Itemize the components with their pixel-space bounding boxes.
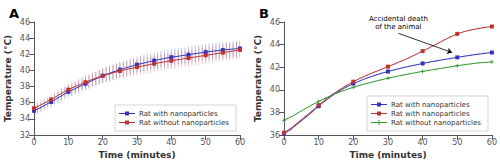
svg-text:0: 0: [281, 138, 286, 147]
svg-text:B: B: [259, 6, 269, 21]
svg-text:46: 46: [20, 18, 30, 27]
svg-text:46: 46: [270, 18, 280, 27]
svg-text:Rat with nanoparticles: Rat with nanoparticles: [139, 110, 218, 118]
svg-text:40: 40: [270, 85, 280, 94]
svg-text:Time (minutes): Time (minutes): [349, 150, 426, 160]
svg-text:30: 30: [383, 138, 393, 147]
svg-text:30: 30: [132, 138, 142, 147]
svg-text:Time (minutes): Time (minutes): [98, 150, 175, 160]
svg-text:38: 38: [20, 82, 30, 91]
svg-text:20: 20: [348, 138, 358, 147]
svg-text:50: 50: [452, 138, 462, 147]
svg-text:Rat with nanoparticles: Rat with nanoparticles: [391, 110, 470, 118]
svg-text:0: 0: [31, 138, 36, 147]
svg-text:A: A: [9, 6, 19, 21]
svg-text:10: 10: [314, 138, 324, 147]
svg-text:34: 34: [20, 114, 30, 123]
svg-text:40: 40: [418, 138, 428, 147]
svg-text:32: 32: [20, 131, 30, 140]
svg-text:Rat without nanoparticles: Rat without nanoparticles: [391, 119, 481, 127]
svg-text:Temperature (°C): Temperature (°C): [3, 35, 13, 122]
svg-text:36: 36: [20, 98, 30, 107]
svg-text:Rat with nanoparticles: Rat with nanoparticles: [391, 101, 470, 109]
svg-text:Rat without nanoparticles: Rat without nanoparticles: [139, 119, 229, 127]
svg-text:60: 60: [487, 138, 497, 147]
svg-text:60: 60: [235, 138, 245, 147]
svg-text:44: 44: [270, 40, 280, 49]
svg-text:42: 42: [270, 63, 280, 72]
svg-text:42: 42: [20, 50, 30, 59]
svg-text:Accidental death: Accidental death: [369, 15, 428, 23]
svg-text:36: 36: [270, 131, 280, 140]
svg-text:Temperature (°C): Temperature (°C): [253, 35, 263, 122]
svg-text:20: 20: [98, 138, 108, 147]
svg-text:38: 38: [270, 108, 280, 117]
svg-text:10: 10: [63, 138, 73, 147]
svg-text:40: 40: [20, 66, 30, 75]
svg-text:40: 40: [166, 138, 176, 147]
svg-text:50: 50: [201, 138, 211, 147]
svg-text:of the animal: of the animal: [375, 23, 421, 31]
svg-text:44: 44: [20, 34, 30, 43]
